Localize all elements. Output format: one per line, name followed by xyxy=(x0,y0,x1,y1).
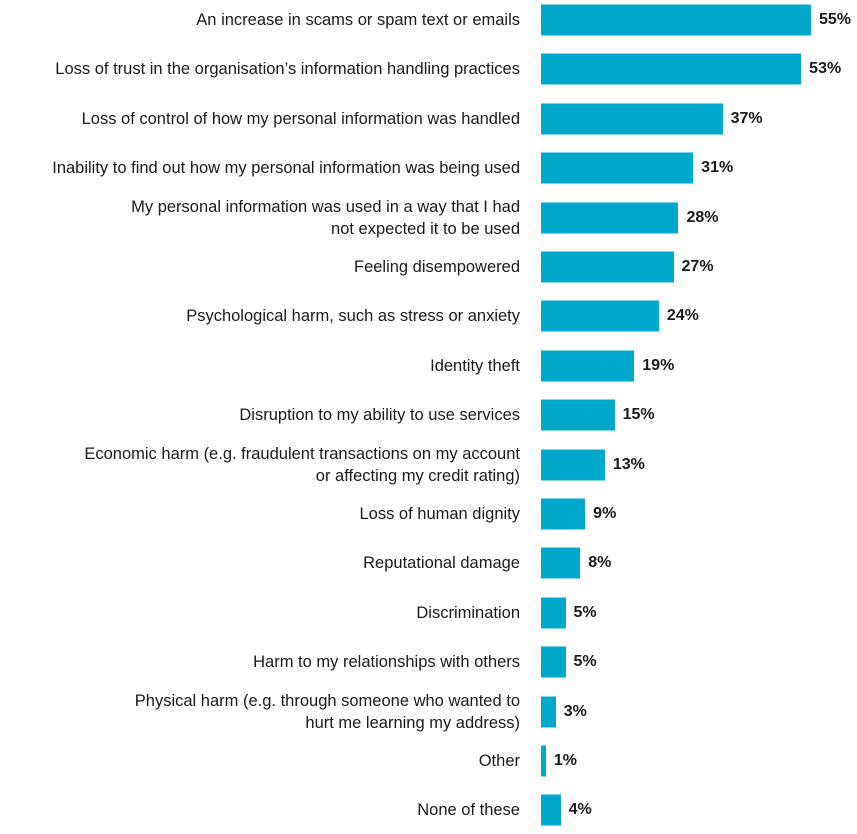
bar xyxy=(541,449,605,481)
category-label-line: None of these xyxy=(417,801,520,820)
category-label: Other xyxy=(0,750,520,772)
value-label: 28% xyxy=(686,208,719,226)
category-label: None of these xyxy=(0,799,520,821)
bar xyxy=(541,597,566,629)
category-label-line: Discrimination xyxy=(416,603,520,622)
bar xyxy=(541,547,581,579)
bar xyxy=(541,696,556,728)
bar-row: Physical harm (e.g. through someone who … xyxy=(0,692,857,732)
bar xyxy=(541,794,561,826)
category-label-line: hurt me learning my address) xyxy=(305,713,520,732)
bar-row: Loss of trust in the organisation’s info… xyxy=(0,49,857,89)
bar xyxy=(541,399,615,431)
category-label: Reputational damage xyxy=(0,552,520,574)
bar xyxy=(541,152,694,184)
category-label: Harm to my relationships with others xyxy=(0,651,520,673)
value-label: 1% xyxy=(553,752,578,769)
category-label: Disruption to my ability to use services xyxy=(0,404,520,426)
bar-row: Harm to my relationships with others 5% xyxy=(0,642,857,682)
bar-row: Other 1% xyxy=(0,741,857,781)
category-label-line: or affecting my credit rating) xyxy=(315,466,520,485)
value-label: 15% xyxy=(622,406,655,424)
bar xyxy=(541,745,546,777)
value-label: 13% xyxy=(612,455,645,473)
category-label-line: Reputational damage xyxy=(363,554,520,573)
value-label: 53% xyxy=(809,60,842,78)
value-label: 27% xyxy=(681,258,714,275)
value-label: 24% xyxy=(666,307,699,325)
category-label-line: Disruption to my ability to use services xyxy=(239,406,520,425)
category-label-line: Economic harm (e.g. fraudulent transacti… xyxy=(84,444,520,463)
category-label-line: Physical harm (e.g. through someone who … xyxy=(134,691,520,710)
bar-row: Reputational damage 8% xyxy=(0,543,857,583)
bar xyxy=(541,251,674,283)
value-label: 19% xyxy=(642,356,675,374)
category-label-line: Identity theft xyxy=(430,356,520,375)
value-label: 37% xyxy=(730,109,763,127)
category-label: Feeling disempowered xyxy=(0,256,520,278)
value-label: 8% xyxy=(588,554,612,572)
category-label-line: My personal information was used in a wa… xyxy=(131,197,520,216)
bar xyxy=(541,300,659,332)
category-label: Loss of control of how my personal infor… xyxy=(0,108,520,130)
category-label: Discrimination xyxy=(0,602,520,624)
category-label-line: Loss of control of how my personal infor… xyxy=(81,109,520,128)
bar xyxy=(541,498,586,530)
bar-row: Discrimination 5% xyxy=(0,593,857,633)
category-label: My personal information was used in a wa… xyxy=(0,196,520,240)
bar-row: Economic harm (e.g. fraudulent transacti… xyxy=(0,445,857,485)
category-label-line: Inability to find out how my personal in… xyxy=(52,159,520,178)
bar-row: Loss of control of how my personal infor… xyxy=(0,99,857,139)
bar-row: Feeling disempowered 27% xyxy=(0,247,857,287)
category-label: Physical harm (e.g. through someone who … xyxy=(0,690,520,734)
category-label-line: Feeling disempowered xyxy=(353,258,520,276)
category-label: Economic harm (e.g. fraudulent transacti… xyxy=(0,443,520,487)
category-label-line: Loss of human dignity xyxy=(359,505,520,523)
bar-row: My personal information was used in a wa… xyxy=(0,198,857,238)
value-label: 4% xyxy=(568,801,592,819)
bar-row: An increase in scams or spam text or ema… xyxy=(0,0,857,40)
category-label-line: Other xyxy=(478,752,520,770)
bar-row: Disruption to my ability to use services… xyxy=(0,395,857,435)
bar xyxy=(541,202,679,234)
bar xyxy=(541,53,802,85)
category-label: Loss of trust in the organisation’s info… xyxy=(0,58,520,80)
bar-row: Psychological harm, such as stress or an… xyxy=(0,296,857,336)
category-label-line: Harm to my relationships with others xyxy=(253,653,520,672)
category-label: Inability to find out how my personal in… xyxy=(0,157,520,179)
value-label: 55% xyxy=(819,11,852,28)
category-label-line: not expected it to be used xyxy=(331,219,520,238)
category-label-line: Loss of trust in the organisation’s info… xyxy=(55,60,520,79)
value-label: 9% xyxy=(593,505,617,522)
bar-row: Loss of human dignity 9% xyxy=(0,494,857,534)
value-label: 5% xyxy=(573,603,597,621)
bar-row: None of these 4% xyxy=(0,790,857,830)
category-label: Psychological harm, such as stress or an… xyxy=(0,305,520,327)
value-label: 31% xyxy=(701,159,734,177)
bar-row: Identity theft 19% xyxy=(0,346,857,386)
bar xyxy=(541,103,723,135)
category-label: An increase in scams or spam text or ema… xyxy=(0,9,520,31)
value-label: 3% xyxy=(563,702,587,720)
bar xyxy=(541,4,811,36)
category-label-line: An increase in scams or spam text or ema… xyxy=(196,11,520,29)
category-label: Identity theft xyxy=(0,355,520,377)
bar-row: Inability to find out how my personal in… xyxy=(0,148,857,188)
value-label: 5% xyxy=(573,653,597,671)
category-label-line: Psychological harm, such as stress or an… xyxy=(186,307,520,326)
category-label: Loss of human dignity xyxy=(0,503,520,525)
bar xyxy=(541,646,566,678)
bar xyxy=(541,350,635,382)
